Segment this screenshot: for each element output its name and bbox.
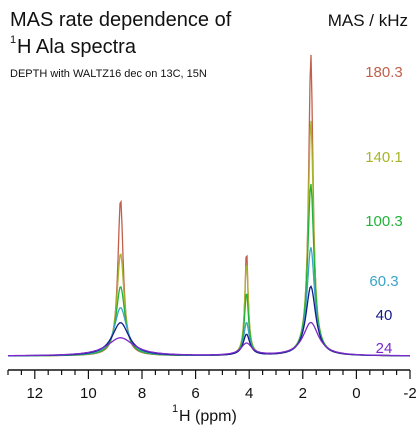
x-tick-label: 8 xyxy=(138,385,146,402)
spectrum-curves xyxy=(8,54,410,357)
x-tick-label: 0 xyxy=(352,385,360,402)
legend-entry-40: 40 xyxy=(376,307,393,324)
spectrum-line-60-3 xyxy=(8,247,410,357)
spectrum-line-40 xyxy=(8,285,410,357)
x-axis-label: H (ppm) xyxy=(179,408,237,425)
spectrum-line-140-1 xyxy=(8,120,410,357)
legend-title: MAS / kHz xyxy=(328,11,408,30)
chart-subtitle: DEPTH with WALTZ16 dec on 13C, 15N xyxy=(10,68,207,80)
x-tick-label: 4 xyxy=(245,385,253,402)
legend-entry-180-3: 180.3 xyxy=(365,64,403,81)
legend-entry-60-3: 60.3 xyxy=(369,273,398,290)
spectrum-line-24 xyxy=(8,321,410,357)
x-axis-label-sup: 1 xyxy=(172,403,178,415)
spectrum-line-180-3 xyxy=(8,54,410,357)
x-tick-label: 12 xyxy=(26,385,43,402)
x-axis: 12 10 8 6 4 2 0 -2 xyxy=(7,369,417,402)
x-tick-label: 6 xyxy=(191,385,199,402)
chart-title-sup: 1 xyxy=(10,34,16,46)
legend-entry-24: 24 xyxy=(376,340,393,357)
x-tick-label: -2 xyxy=(403,385,416,402)
chart-title-line2: H Ala spectra xyxy=(17,36,137,58)
legend-entry-100-3: 100.3 xyxy=(365,213,403,230)
x-tick-label: 10 xyxy=(80,385,97,402)
x-tick-label: 2 xyxy=(299,385,307,402)
legend: 180.3 140.1 100.3 60.3 40 24 xyxy=(365,64,403,357)
chart-title-line1: MAS rate dependence of xyxy=(10,9,232,31)
legend-entry-140-1: 140.1 xyxy=(365,149,403,166)
spectrum-line-100-3 xyxy=(8,183,410,357)
